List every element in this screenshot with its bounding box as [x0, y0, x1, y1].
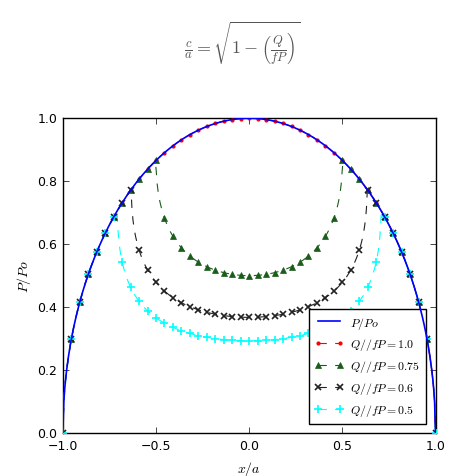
- Legend: $P/Po$, $Q//fP=1.0$, $Q//fP=0.75$, $Q//fP=0.6$, $Q//fP=0.5$: $P/Po$, $Q//fP=1.0$, $Q//fP=0.75$, $Q//f…: [308, 309, 426, 424]
- Y-axis label: $P/Po$: $P/Po$: [15, 259, 33, 293]
- Text: $\frac{c}{a} = \sqrt{1 - \left(\frac{Q}{fP}\right)}$: $\frac{c}{a} = \sqrt{1 - \left(\frac{Q}{…: [184, 19, 301, 67]
- X-axis label: $x/a$: $x/a$: [238, 458, 261, 476]
